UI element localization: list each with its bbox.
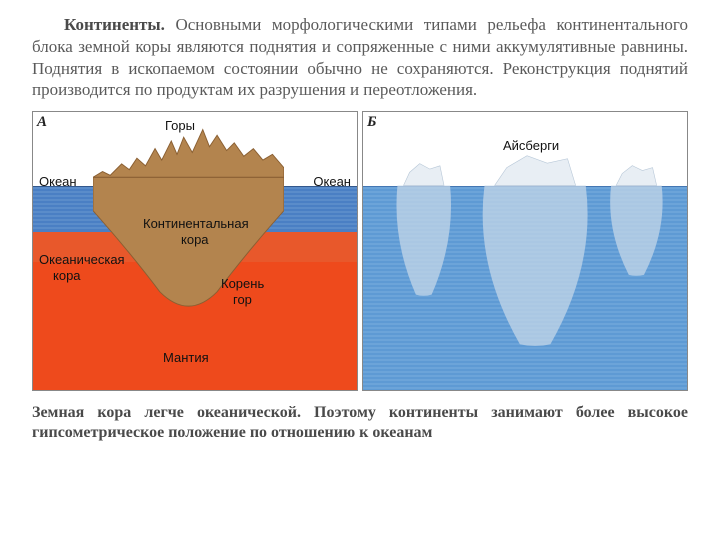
- label-gory: Горы: [165, 118, 195, 133]
- panel-a: А Горы Океан Океан Континентальная кора …: [32, 111, 358, 391]
- panel-b-corner: Б: [367, 114, 377, 131]
- panel-a-corner: А: [37, 114, 47, 131]
- label-root-2: гор: [233, 292, 252, 307]
- caption-text: Земная кора легче океанической. Поэтому …: [32, 403, 688, 443]
- label-root-1: Корень: [221, 276, 264, 291]
- label-ocean-crust-2: кора: [53, 268, 81, 283]
- intro-title: Континенты.: [64, 15, 165, 34]
- diagram-row: А Горы Океан Океан Континентальная кора …: [32, 111, 688, 391]
- label-mantle: Мантия: [163, 350, 209, 365]
- label-ocean-right: Океан: [313, 174, 351, 189]
- label-ocean-crust-1: Океаническая: [39, 252, 125, 267]
- panel-b: Б Айсберги: [362, 111, 688, 391]
- label-cont-crust-2: кора: [181, 232, 209, 247]
- panel-b-icebergs: [363, 112, 687, 390]
- label-cont-crust-1: Континентальная: [143, 216, 249, 231]
- label-ocean-left: Океан: [39, 174, 77, 189]
- intro-paragraph: Континенты. Основными морфологическими т…: [32, 14, 688, 101]
- label-iceberg: Айсберги: [503, 138, 559, 153]
